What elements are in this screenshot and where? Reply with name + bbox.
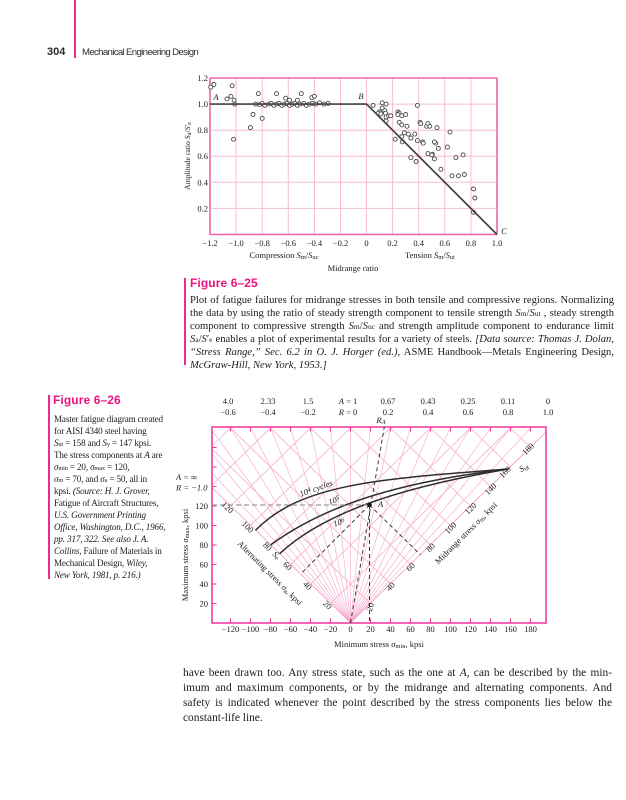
svg-text:160: 160 bbox=[504, 624, 517, 634]
svg-text:A: A bbox=[212, 92, 219, 102]
svg-text:0.4: 0.4 bbox=[423, 407, 434, 417]
svg-text:−0.2: −0.2 bbox=[333, 238, 348, 248]
svg-text:20: 20 bbox=[364, 601, 376, 612]
svg-text:120: 120 bbox=[462, 500, 478, 516]
svg-text:0.2: 0.2 bbox=[197, 203, 208, 213]
svg-text:60: 60 bbox=[200, 560, 209, 570]
svg-text:−0.4: −0.4 bbox=[307, 238, 323, 248]
svg-text:A = ∞: A = ∞ bbox=[175, 472, 197, 482]
svg-text:−0.6: −0.6 bbox=[281, 238, 296, 248]
svg-text:100: 100 bbox=[240, 519, 256, 535]
svg-text:0.11: 0.11 bbox=[501, 396, 516, 406]
svg-text:2.33: 2.33 bbox=[261, 396, 276, 406]
svg-text:−20: −20 bbox=[324, 624, 337, 634]
svg-text:−120: −120 bbox=[222, 624, 240, 634]
svg-text:40: 40 bbox=[301, 579, 314, 592]
svg-text:140: 140 bbox=[482, 481, 498, 497]
svg-text:0: 0 bbox=[348, 624, 352, 634]
svg-text:100: 100 bbox=[442, 520, 458, 536]
svg-text:0.67: 0.67 bbox=[381, 396, 396, 406]
svg-text:0.8: 0.8 bbox=[197, 125, 208, 135]
svg-text:R = 0: R = 0 bbox=[338, 407, 358, 417]
svg-text:0.2: 0.2 bbox=[387, 238, 398, 248]
svg-text:1.2: 1.2 bbox=[197, 73, 208, 83]
svg-text:0.2: 0.2 bbox=[383, 407, 394, 417]
svg-text:Minimum stress σmin, kpsi: Minimum stress σmin, kpsi bbox=[334, 639, 425, 650]
svg-text:80: 80 bbox=[200, 540, 209, 550]
svg-text:0: 0 bbox=[546, 396, 550, 406]
svg-text:80: 80 bbox=[261, 540, 274, 553]
svg-text:0.6: 0.6 bbox=[197, 151, 208, 161]
svg-text:−60: −60 bbox=[284, 624, 297, 634]
svg-text:Compression Sm/Suc: Compression Sm/Suc bbox=[249, 250, 318, 261]
svg-text:60: 60 bbox=[404, 560, 417, 573]
svg-text:0.6: 0.6 bbox=[463, 407, 474, 417]
svg-text:Se: Se bbox=[270, 549, 283, 562]
svg-text:−0.6: −0.6 bbox=[220, 407, 235, 417]
svg-text:0.25: 0.25 bbox=[461, 396, 476, 406]
svg-text:C: C bbox=[501, 226, 507, 236]
svg-text:Amplitude ratio Sa/S′e: Amplitude ratio Sa/S′e bbox=[183, 122, 193, 190]
svg-text:180: 180 bbox=[524, 624, 537, 634]
svg-text:Maximum stress σmax, kpsi: Maximum stress σmax, kpsi bbox=[180, 508, 191, 601]
svg-text:−100: −100 bbox=[242, 624, 260, 634]
svg-text:1.0: 1.0 bbox=[543, 407, 554, 417]
svg-text:−1.0: −1.0 bbox=[228, 238, 243, 248]
svg-text:−80: −80 bbox=[264, 624, 277, 634]
svg-text:40: 40 bbox=[384, 580, 397, 593]
svg-text:40: 40 bbox=[386, 624, 395, 634]
svg-text:−40: −40 bbox=[304, 624, 317, 634]
svg-text:−0.2: −0.2 bbox=[300, 407, 315, 417]
svg-text:A = 1: A = 1 bbox=[338, 396, 358, 406]
svg-text:R = −1.0: R = −1.0 bbox=[175, 483, 208, 493]
svg-text:120: 120 bbox=[220, 499, 236, 515]
svg-text:0.8: 0.8 bbox=[466, 238, 477, 248]
svg-text:Midrange ratio: Midrange ratio bbox=[328, 263, 379, 273]
svg-text:104 cycles: 104 cycles bbox=[298, 477, 335, 498]
svg-text:−0.8: −0.8 bbox=[254, 238, 269, 248]
svg-text:60: 60 bbox=[406, 624, 415, 634]
svg-text:120: 120 bbox=[195, 501, 208, 511]
svg-text:80: 80 bbox=[424, 541, 437, 554]
svg-text:0.43: 0.43 bbox=[421, 396, 436, 406]
svg-text:80: 80 bbox=[426, 624, 435, 634]
svg-text:−0.4: −0.4 bbox=[260, 407, 276, 417]
svg-text:0.6: 0.6 bbox=[439, 238, 450, 248]
svg-text:140: 140 bbox=[484, 624, 497, 634]
svg-text:0.4: 0.4 bbox=[197, 177, 208, 187]
svg-text:0.4: 0.4 bbox=[413, 238, 424, 248]
svg-text:100: 100 bbox=[195, 521, 208, 531]
svg-text:4.0: 4.0 bbox=[223, 396, 234, 406]
svg-text:100: 100 bbox=[444, 624, 457, 634]
svg-text:20: 20 bbox=[200, 599, 209, 609]
svg-text:A: A bbox=[377, 499, 384, 509]
svg-text:Sut: Sut bbox=[517, 461, 531, 475]
svg-text:RA: RA bbox=[375, 415, 385, 426]
svg-text:−1.2: −1.2 bbox=[202, 238, 217, 248]
svg-text:1.0: 1.0 bbox=[197, 99, 208, 109]
svg-text:Tension Sm/Sut: Tension Sm/Sut bbox=[405, 250, 455, 261]
svg-text:0: 0 bbox=[364, 238, 368, 248]
svg-text:40: 40 bbox=[200, 579, 209, 589]
svg-text:1.0: 1.0 bbox=[492, 238, 503, 248]
svg-text:1.5: 1.5 bbox=[303, 396, 314, 406]
svg-text:60: 60 bbox=[281, 559, 294, 572]
svg-text:B: B bbox=[358, 91, 363, 101]
svg-text:120: 120 bbox=[464, 624, 477, 634]
svg-text:0.8: 0.8 bbox=[503, 407, 514, 417]
svg-text:20: 20 bbox=[366, 624, 375, 634]
svg-text:180: 180 bbox=[520, 441, 536, 457]
